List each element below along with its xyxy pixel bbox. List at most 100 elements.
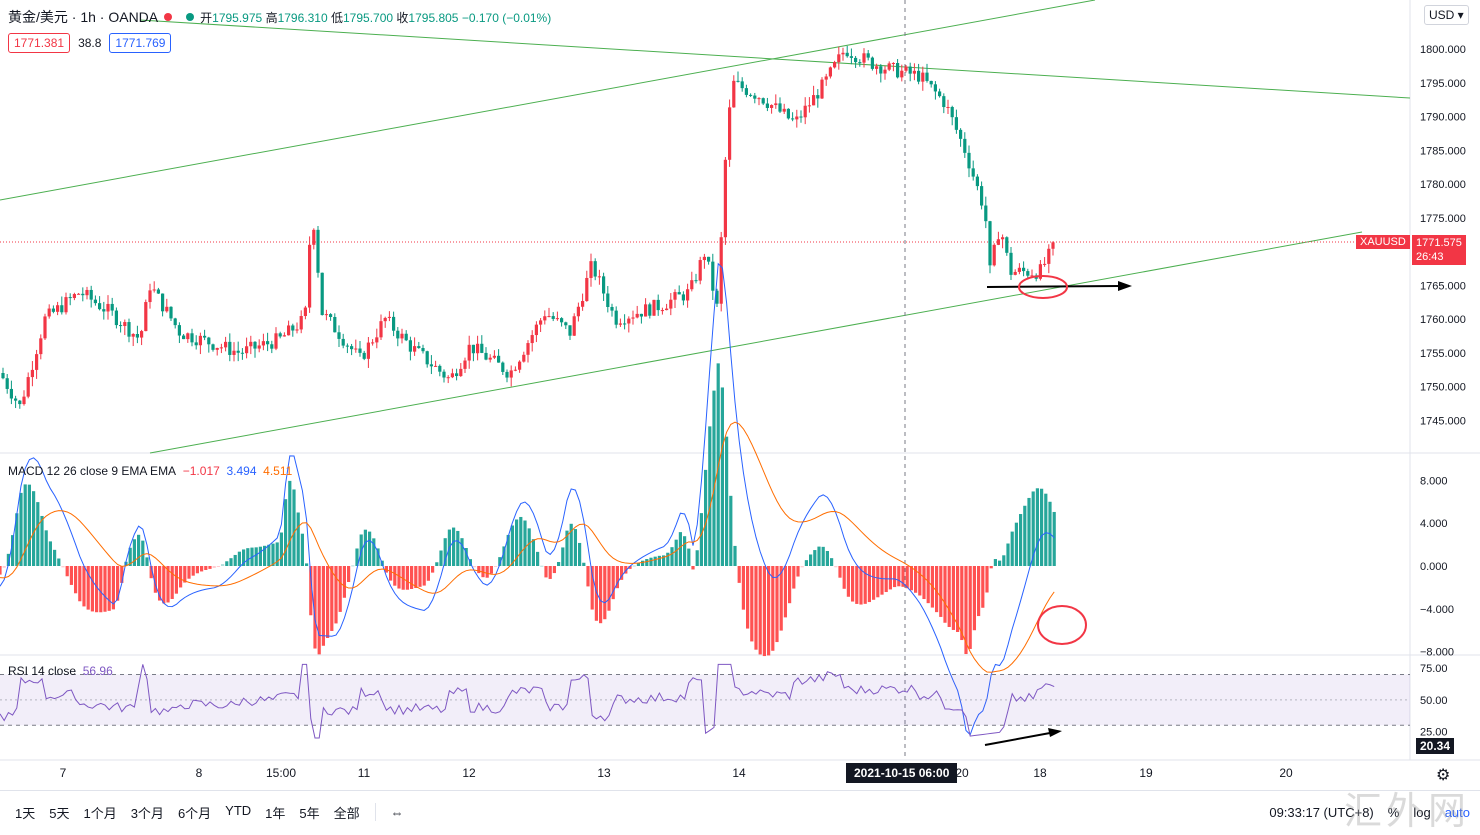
macd-histogram-bar bbox=[347, 566, 351, 582]
macd-histogram-bar bbox=[246, 548, 250, 566]
macd-histogram-bar bbox=[179, 566, 183, 588]
candle-body bbox=[938, 91, 942, 97]
macd-histogram-bar bbox=[536, 551, 540, 566]
macd-histogram-bar bbox=[1031, 491, 1035, 566]
range-button-6[interactable]: 1年 bbox=[265, 805, 286, 821]
macd-histogram-bar bbox=[993, 559, 997, 566]
macd-histogram-bar bbox=[821, 546, 825, 566]
range-button-7[interactable]: 5年 bbox=[299, 805, 320, 821]
candle-body bbox=[833, 62, 837, 68]
macd-histogram-bar bbox=[737, 566, 741, 583]
macd-histogram-bar bbox=[909, 566, 913, 591]
candle-body bbox=[803, 105, 807, 118]
macd-tick: −8.000 bbox=[1420, 647, 1454, 659]
macd-histogram-bar bbox=[208, 566, 212, 569]
candle-body bbox=[114, 310, 118, 326]
candle-body bbox=[627, 318, 631, 324]
macd-histogram-bar bbox=[57, 558, 61, 566]
macd-histogram-bar bbox=[2, 566, 6, 568]
candle-body bbox=[597, 276, 601, 278]
macd-histogram-bar bbox=[338, 566, 342, 612]
candle-body bbox=[56, 305, 60, 312]
range-button-2[interactable]: 1个月 bbox=[83, 805, 117, 821]
candle-body bbox=[656, 299, 660, 311]
candle-body bbox=[371, 342, 375, 344]
watermark-logo: 汇外网 bbox=[1343, 789, 1470, 833]
candle-body bbox=[211, 344, 215, 350]
macd-histogram-bar bbox=[678, 532, 682, 566]
macd-histogram-bar bbox=[158, 566, 162, 601]
auto-toggle[interactable]: auto bbox=[1444, 804, 1470, 820]
macd-histogram-bar bbox=[998, 560, 1002, 566]
symbol-title[interactable]: 黄金/美元 · 1h · OANDA bbox=[8, 9, 159, 25]
date-range-icon[interactable]: ⇔ bbox=[390, 804, 404, 820]
time-tick: 8 bbox=[196, 766, 203, 780]
macd-histogram-bar bbox=[897, 566, 901, 587]
macd-histogram-bar bbox=[699, 513, 703, 566]
range-button-3[interactable]: 3个月 bbox=[130, 805, 164, 821]
currency-select[interactable]: USD ▾ bbox=[1424, 5, 1469, 25]
candle-body bbox=[299, 316, 303, 330]
macd-legend[interactable]: MACD 12 26 close 9 EMA EMA −1.017 3.494 … bbox=[8, 464, 293, 478]
macd-histogram-bar bbox=[712, 390, 716, 566]
candle-body bbox=[425, 351, 429, 365]
candle-body bbox=[883, 69, 887, 74]
candle-body bbox=[5, 378, 9, 389]
settings-gear-icon[interactable]: ⚙ bbox=[1436, 767, 1451, 784]
chart-canvas[interactable]: 1745.000 1750.000 1755.000 1760.000 1765.000… bbox=[0, 0, 1480, 790]
buy-button[interactable]: 1771.769 bbox=[109, 33, 172, 53]
log-toggle[interactable]: log bbox=[1413, 804, 1431, 820]
range-button-0[interactable]: 1天 bbox=[15, 805, 36, 821]
candle-body bbox=[341, 338, 345, 346]
rsi-arrowhead bbox=[1048, 728, 1062, 737]
candle-body bbox=[963, 138, 967, 153]
rsi-value-tag: 20.34 bbox=[1416, 738, 1455, 754]
candle-body bbox=[316, 229, 320, 273]
range-button-5[interactable]: YTD bbox=[225, 802, 252, 818]
candle-body bbox=[581, 301, 585, 307]
macd-histogram-bar bbox=[876, 566, 880, 598]
range-button-4[interactable]: 6个月 bbox=[177, 805, 212, 821]
macd-histogram-bar bbox=[771, 566, 775, 651]
macd-histogram-bar bbox=[263, 545, 267, 566]
clock-time[interactable]: 09:33:17 (UTC+8) bbox=[1269, 804, 1374, 820]
macd-histogram-bar bbox=[237, 551, 241, 566]
sell-button[interactable]: 1771.381 bbox=[8, 33, 71, 53]
candle-body bbox=[690, 280, 694, 290]
macd-histogram-bar bbox=[426, 566, 430, 581]
macd-histogram-bar bbox=[872, 566, 876, 600]
candle-body bbox=[975, 176, 979, 187]
rsi-legend[interactable]: RSI 14 close 56.96 bbox=[8, 664, 113, 678]
macd-histogram-bar bbox=[947, 566, 951, 627]
range-button-1[interactable]: 5天 bbox=[49, 805, 70, 821]
macd-histogram-bar bbox=[326, 566, 330, 639]
candle-body bbox=[26, 377, 30, 397]
macd-histogram-bar bbox=[548, 566, 552, 579]
range-button-8[interactable]: 全部 bbox=[333, 805, 360, 821]
candle-body bbox=[652, 299, 656, 316]
macd-histogram-bar bbox=[494, 566, 498, 567]
candle-body bbox=[287, 325, 291, 336]
candle-body bbox=[35, 354, 39, 370]
macd-histogram-bar bbox=[410, 566, 414, 589]
macd-histogram-bar bbox=[11, 535, 15, 566]
candle-body bbox=[85, 289, 89, 296]
candle-body bbox=[585, 277, 589, 302]
macd-histogram-bar bbox=[817, 546, 821, 566]
candle-body bbox=[740, 81, 744, 89]
macd-histogram-bar bbox=[750, 566, 754, 642]
price-tick: 1775.000 bbox=[1420, 213, 1466, 225]
last-price-tag: 1771.575 26:43 bbox=[1412, 235, 1466, 265]
candle-body bbox=[551, 316, 555, 319]
market-status-icon bbox=[164, 13, 173, 21]
percent-toggle[interactable]: % bbox=[1387, 804, 1400, 820]
macd-histogram-bar bbox=[166, 566, 170, 603]
candle-body bbox=[64, 297, 68, 313]
price-tick: 1795.000 bbox=[1420, 78, 1466, 90]
candle-body bbox=[203, 335, 207, 338]
candle-body bbox=[912, 70, 916, 74]
candle-body bbox=[463, 360, 467, 369]
candle-body bbox=[186, 333, 190, 340]
rsi-line bbox=[0, 663, 1055, 739]
macd-histogram-bar bbox=[893, 566, 897, 588]
